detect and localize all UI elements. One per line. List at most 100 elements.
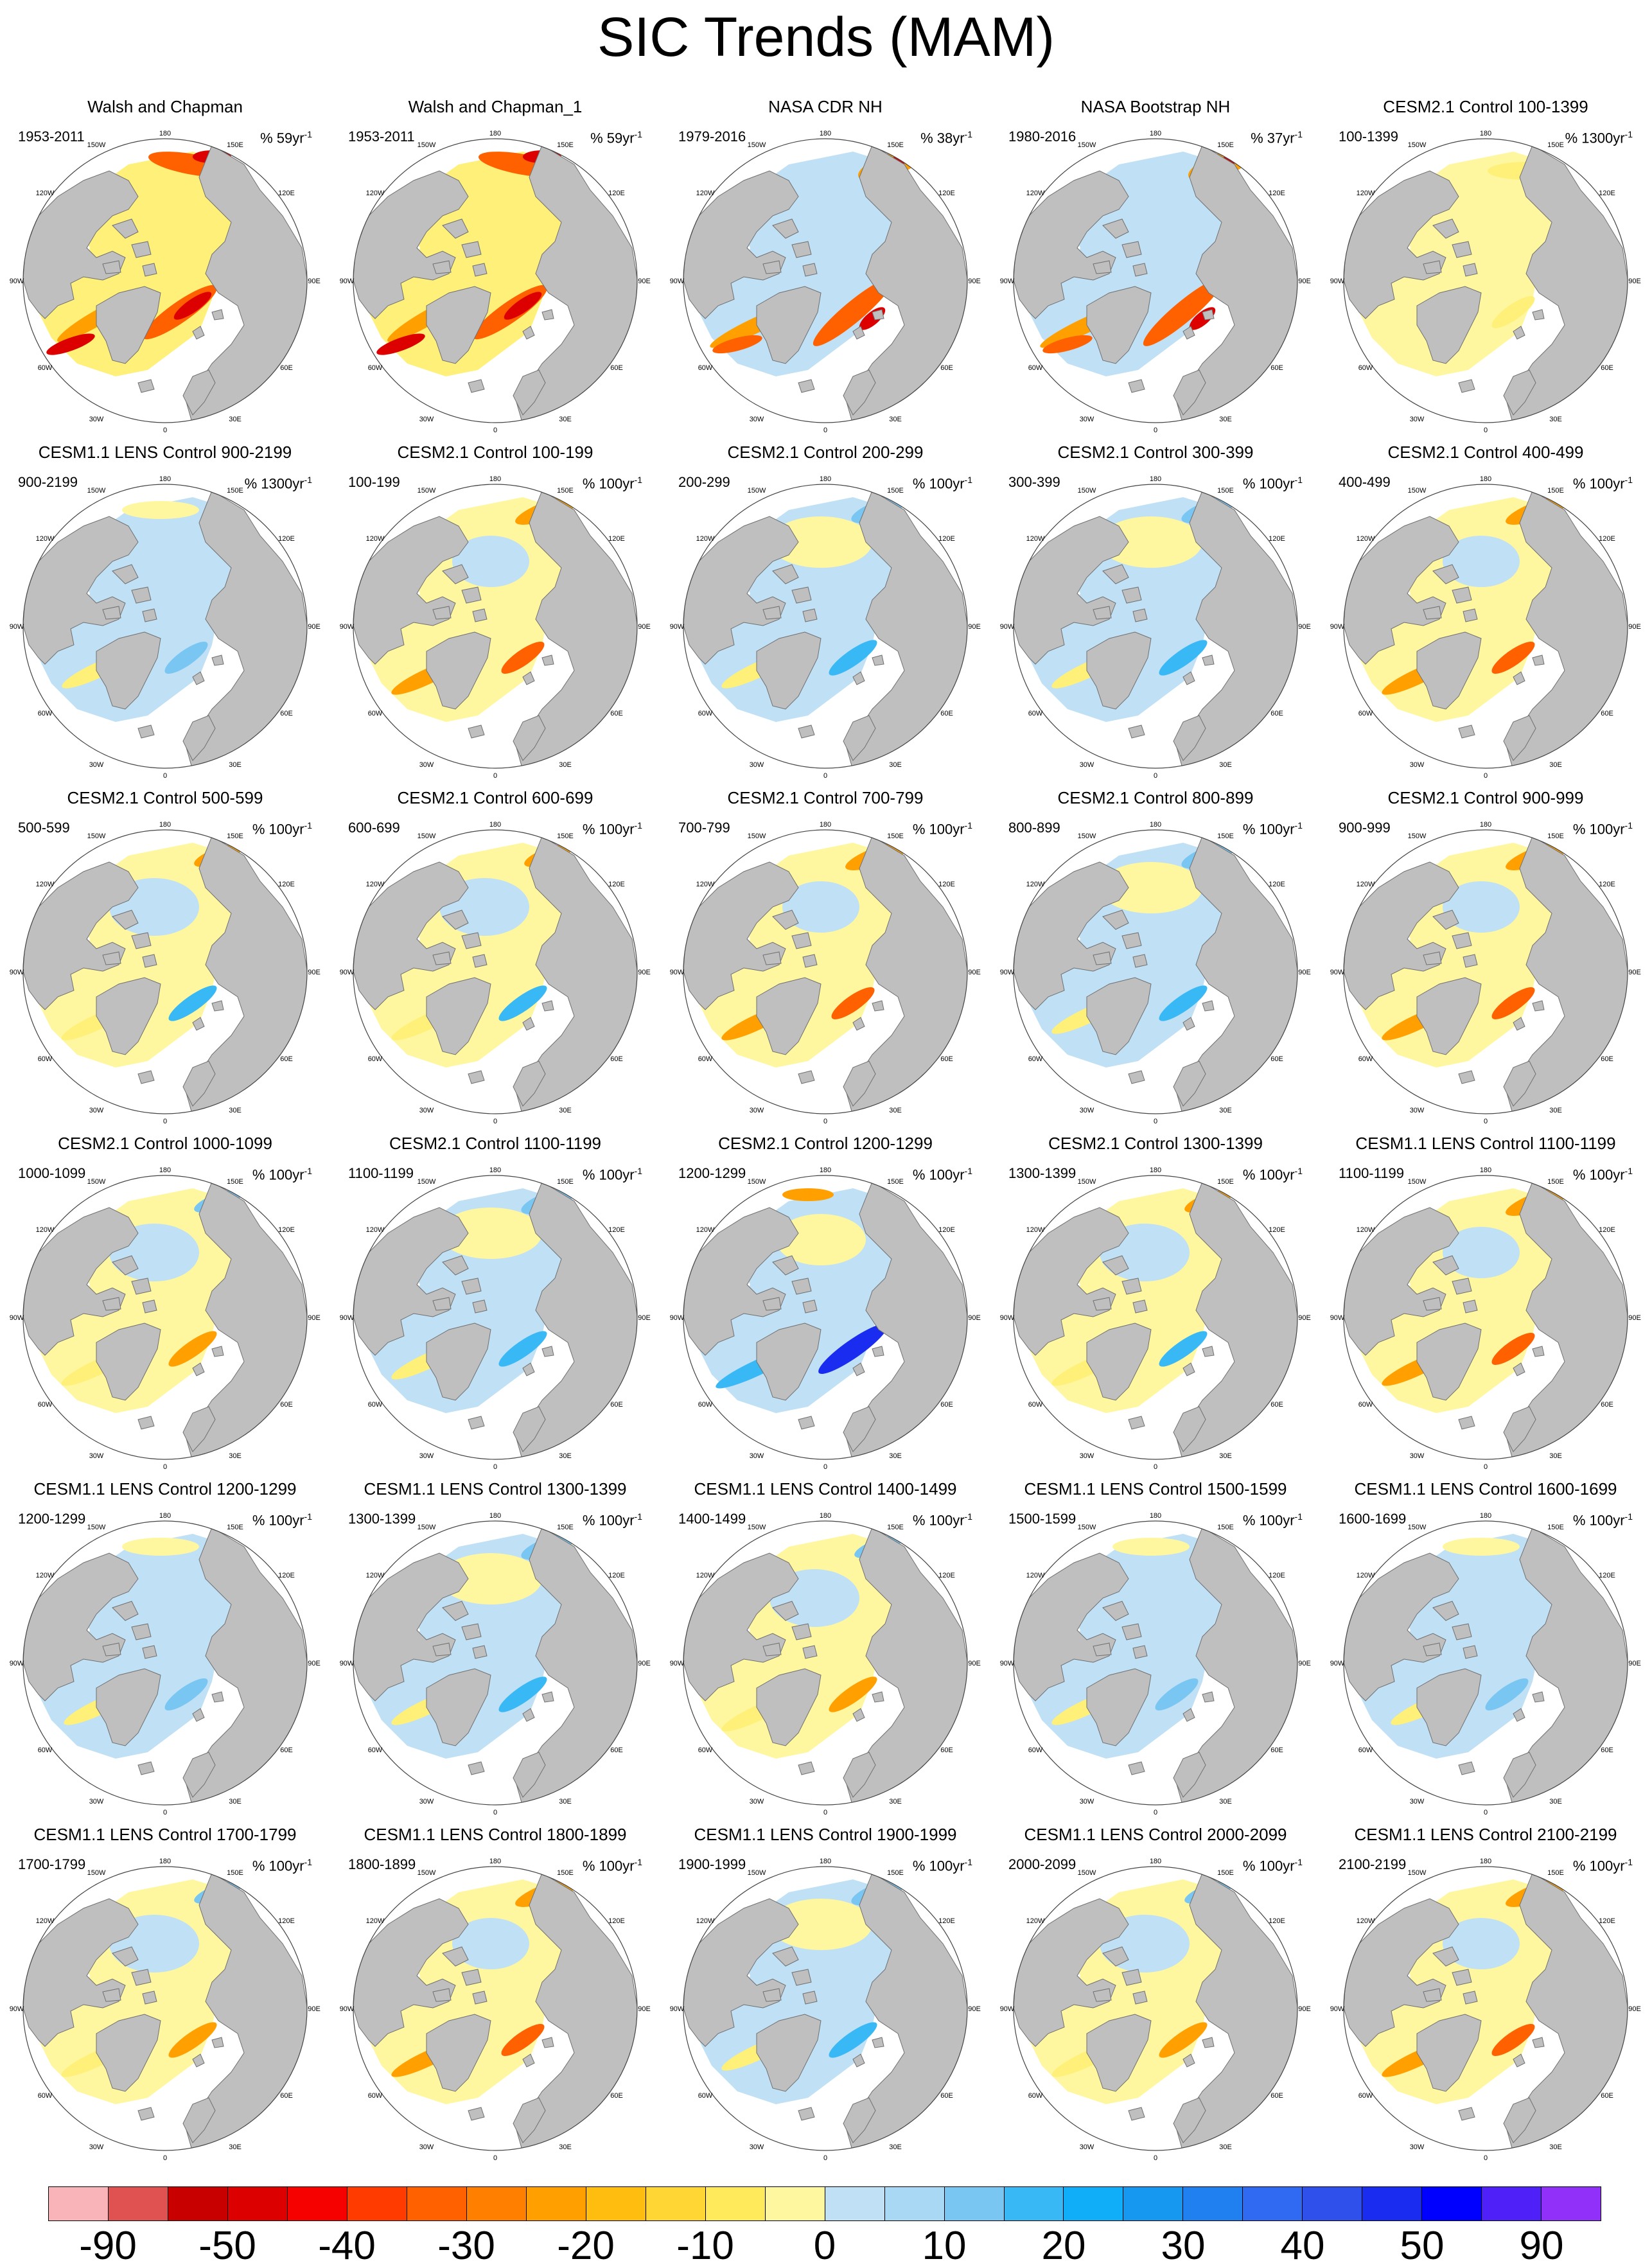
lon-label-30w: 30W — [1410, 1798, 1425, 1806]
panel-units-text: % 100yr — [1242, 821, 1295, 838]
lon-label-0: 0 — [823, 1118, 827, 1125]
colorbar-tick-label: -10 — [676, 2224, 734, 2268]
trend-patch — [1443, 881, 1520, 933]
lon-label-180: 180 — [1480, 1512, 1491, 1520]
panel-units-text: % 100yr — [912, 1858, 965, 1874]
panel-units-exponent: -1 — [964, 1511, 972, 1522]
lon-label-120w: 120W — [1026, 1572, 1045, 1579]
lon-label-150w: 150W — [417, 141, 436, 149]
lon-label-120w: 120W — [36, 535, 55, 543]
panel-period: 1300-1399 — [1008, 1165, 1076, 1181]
panel-period: 700-799 — [678, 820, 730, 836]
colorbar-tick-label: 30 — [1161, 2224, 1206, 2268]
lon-label-60w: 60W — [368, 364, 383, 372]
longitude-labels: 180 150W 150E 120W 120E 90W 90E 60W 60E … — [10, 1858, 321, 2162]
map-panel-4: NASA Bootstrap NH 1980-2016 % 37yr-1 — [990, 96, 1321, 442]
map-panel-14: CESM2.1 Control 800-899 800-899 % 100yr-… — [990, 787, 1321, 1133]
trend-patch — [122, 501, 199, 519]
panel-title: CESM2.1 Control 400-499 — [1387, 443, 1584, 462]
lon-label-60e: 60E — [280, 710, 293, 717]
lon-label-120e: 120E — [938, 1572, 955, 1579]
panel-period: 800-899 — [1008, 820, 1060, 836]
lon-label-150e: 150E — [1217, 1178, 1234, 1186]
lon-label-150w: 150W — [1408, 487, 1427, 495]
lon-label-150e: 150E — [1217, 1869, 1234, 1877]
lon-label-60e: 60E — [1601, 364, 1613, 372]
panel-units-text: % 37yr — [1251, 130, 1295, 146]
lon-label-0: 0 — [823, 772, 827, 780]
panel-title: CESM1.1 LENS Control 1600-1699 — [1354, 1479, 1617, 1499]
panel-title: Walsh and Chapman — [87, 97, 243, 116]
trend-patch — [769, 516, 872, 568]
panel-units: % 100yr-1 — [1243, 471, 1303, 492]
lon-label-180: 180 — [489, 1512, 501, 1520]
colorbar-box — [586, 2187, 646, 2220]
lon-label-90e: 90E — [1298, 1314, 1311, 1322]
lon-label-60e: 60E — [1270, 364, 1283, 372]
panel-units: % 100yr-1 — [913, 1854, 972, 1874]
lon-label-90w: 90W — [10, 1660, 24, 1667]
lon-label-180: 180 — [820, 1512, 831, 1520]
map-panel-30: CESM1.1 LENS Control 2100-2199 2100-2199… — [1321, 1824, 1651, 2170]
lon-label-150w: 150W — [1408, 832, 1427, 840]
lon-label-150w: 150W — [1078, 832, 1096, 840]
land-masses — [1014, 836, 1297, 1114]
lon-label-150w: 150W — [417, 1178, 436, 1186]
panel-units: % 100yr-1 — [1243, 1854, 1303, 1874]
polar-map: 180 150W 150E 120W 120E 90W 90E 60W 60E … — [340, 1166, 651, 1471]
lon-label-60e: 60E — [940, 1401, 953, 1409]
polar-map: 180 150W 150E 120W 120E 90W 90E 60W 60E … — [10, 821, 321, 1125]
map-boundary — [1013, 1866, 1298, 2151]
lon-label-90w: 90W — [1330, 277, 1345, 285]
lon-label-180: 180 — [159, 130, 171, 137]
panel-units-text: % 100yr — [1242, 1858, 1295, 1874]
land-masses — [353, 490, 637, 768]
panel-units-exponent: -1 — [1294, 475, 1303, 485]
lon-label-120w: 120W — [696, 1917, 715, 1925]
lon-label-60w: 60W — [38, 364, 53, 372]
lon-label-120w: 120W — [1357, 535, 1375, 543]
trend-patch — [1443, 1538, 1520, 1556]
panel-units: % 100yr-1 — [252, 1508, 312, 1529]
panel-units: % 100yr-1 — [1243, 1163, 1303, 1183]
trend-patch — [498, 985, 547, 1021]
colorbar-box — [287, 2187, 347, 2220]
map-panel-28: CESM1.1 LENS Control 1900-1999 1900-1999… — [660, 1824, 990, 2170]
panel-units: % 59yr-1 — [590, 126, 642, 146]
lon-label-60w: 60W — [1028, 1055, 1043, 1063]
panel-period: 100-1399 — [1339, 128, 1398, 145]
panel-units-exponent: -1 — [1294, 1166, 1303, 1176]
lon-label-150w: 150W — [748, 141, 766, 149]
longitude-labels: 180 150W 150E 120W 120E 90W 90E 60W 60E … — [670, 130, 981, 434]
map-boundary — [683, 1866, 968, 2151]
lon-label-150e: 150E — [1217, 141, 1234, 149]
longitude-labels: 180 150W 150E 120W 120E 90W 90E 60W 60E … — [1330, 475, 1641, 780]
lon-label-150w: 150W — [1078, 1524, 1096, 1531]
map-panel-21: CESM1.1 LENS Control 1200-1299 1200-1299… — [0, 1479, 330, 1824]
panel-title: CESM2.1 Control 100-199 — [397, 443, 593, 462]
trend-patch — [782, 1188, 834, 1201]
trend-patch — [1159, 2022, 1208, 2058]
lon-label-0: 0 — [163, 2154, 167, 2162]
lon-label-180: 180 — [1150, 821, 1161, 829]
map-boundary — [683, 138, 968, 423]
map-panel-23: CESM1.1 LENS Control 1400-1499 1400-1499… — [660, 1479, 990, 1824]
panel-units-text: % 100yr — [252, 1512, 304, 1529]
lon-label-0: 0 — [1154, 1118, 1157, 1125]
panel-period: 1200-1299 — [678, 1165, 746, 1181]
longitude-labels: 180 150W 150E 120W 120E 90W 90E 60W 60E … — [10, 1512, 321, 1816]
lon-label-60e: 60E — [610, 1055, 623, 1063]
land-masses — [353, 1527, 637, 1805]
polar-map: 180 150W 150E 120W 120E 90W 90E 60W 60E … — [670, 1166, 981, 1471]
colorbar-tick-label: -50 — [198, 2224, 256, 2268]
lon-label-90e: 90E — [1298, 2005, 1311, 2013]
longitude-labels: 180 150W 150E 120W 120E 90W 90E 60W 60E … — [10, 475, 321, 780]
panel-period: 1600-1699 — [1339, 1511, 1407, 1527]
panel-units-exponent: -1 — [1294, 1511, 1303, 1522]
land-masses — [353, 1181, 637, 1459]
map-boundary — [1343, 829, 1628, 1114]
lon-label-120e: 120E — [1269, 1226, 1285, 1234]
lon-label-90w: 90W — [670, 277, 685, 285]
panel-units: % 100yr-1 — [1243, 1508, 1303, 1529]
lon-label-150w: 150W — [748, 1524, 766, 1531]
